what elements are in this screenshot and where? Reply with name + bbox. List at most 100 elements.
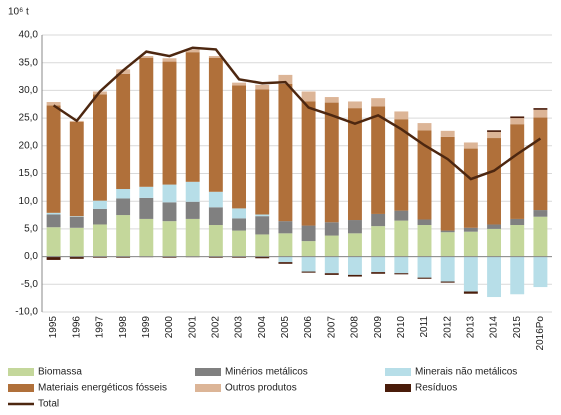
- x-tick-label: 2005: [280, 316, 291, 339]
- bar-segment: [278, 262, 293, 264]
- bar-segment: [255, 84, 270, 90]
- bar-segment: [162, 256, 177, 258]
- bar-segment: [232, 85, 246, 209]
- bar-segment: [394, 111, 409, 120]
- bar-segment: [46, 256, 61, 260]
- bar-segment: [278, 233, 293, 257]
- bar-segment: [394, 220, 409, 257]
- legend-label: Total: [38, 399, 59, 410]
- bar-segment: [69, 216, 84, 217]
- y-tick-label: 5,0: [24, 224, 38, 235]
- bar-segment: [116, 256, 131, 258]
- bar-segment: [301, 225, 316, 242]
- bar-segment: [46, 227, 61, 257]
- bar-segment: [278, 221, 293, 234]
- legend-swatch: [385, 384, 411, 392]
- x-tick-label: 2013: [466, 316, 477, 339]
- bar-segment: [278, 83, 293, 222]
- bar-segment: [93, 94, 107, 201]
- bar-segment: [324, 222, 339, 236]
- bar-segment: [463, 142, 478, 149]
- legend-swatch: [8, 384, 34, 392]
- bar-segment: [208, 207, 223, 226]
- bar-segment: [162, 202, 177, 222]
- bar-segment: [185, 49, 200, 53]
- bar-segment: [185, 52, 200, 182]
- bar-segment: [348, 274, 362, 277]
- bar-segment: [533, 256, 548, 288]
- legend-label: Minerais não metálicos: [415, 367, 517, 378]
- total-line: [52, 46, 542, 181]
- y-tick-label: 20,0: [19, 140, 39, 151]
- bar-segment: [162, 184, 177, 203]
- bar-segment: [324, 273, 339, 275]
- bar-segment: [533, 216, 548, 257]
- bar-segment: [69, 227, 84, 257]
- y-tick-label: 30,0: [19, 85, 39, 96]
- bar-segment: [510, 225, 525, 257]
- bar-segment: [324, 102, 339, 223]
- y-tick-label: 10,0: [19, 196, 39, 207]
- bar-segment: [232, 82, 246, 86]
- bar-segment: [533, 109, 548, 118]
- bar-segment: [139, 186, 154, 198]
- x-tick-label: 1997: [95, 316, 106, 339]
- bar-segment: [324, 256, 339, 274]
- bar-segment: [533, 117, 548, 211]
- bar-segment: [46, 102, 61, 106]
- bar-segment: [46, 212, 61, 215]
- bar-segment: [440, 232, 455, 257]
- bar-segment: [208, 225, 223, 257]
- bar-segment: [208, 256, 223, 258]
- y-axis-unit: 10⁶ t: [8, 7, 29, 18]
- x-tick-label: 2011: [419, 316, 430, 338]
- x-tick-label: 2016Po: [535, 316, 546, 351]
- legend-swatch: [195, 368, 221, 376]
- x-tick-label: 2012: [442, 316, 453, 339]
- x-tick-label: 2010: [396, 316, 407, 339]
- x-tick-label: 2004: [257, 316, 268, 339]
- bar-segment: [463, 227, 478, 232]
- y-tick-label: 15,0: [19, 168, 39, 179]
- bar-segment: [487, 228, 501, 257]
- bar-segment: [510, 118, 525, 125]
- legend-swatch: [385, 368, 411, 376]
- legend-label: Minérios metálicos: [225, 367, 308, 378]
- bar-segment: [371, 213, 386, 227]
- bar-segment: [93, 200, 107, 209]
- bar-segment: [232, 230, 246, 257]
- legend-label: Biomassa: [38, 367, 82, 378]
- bar-segment: [93, 256, 107, 258]
- bar-segment: [394, 119, 409, 211]
- bar-segment: [394, 210, 409, 221]
- bar-segment: [69, 256, 84, 259]
- x-tick-label: 2007: [326, 316, 337, 339]
- bar-segment: [487, 130, 501, 132]
- bar-segment: [417, 225, 432, 257]
- bar-segment: [440, 130, 455, 137]
- bar-segment: [348, 101, 362, 109]
- bar-segment: [417, 130, 432, 220]
- legend-swatch: [8, 368, 34, 376]
- bar-segment: [371, 272, 386, 274]
- bar-segment: [394, 256, 409, 274]
- bar-segment: [46, 214, 61, 228]
- bar-segment: [463, 231, 478, 257]
- x-tick-label: 1999: [141, 316, 152, 339]
- x-tick-label: 2000: [164, 316, 175, 339]
- x-tick-label: 2009: [373, 316, 384, 339]
- bar-segment: [463, 256, 478, 292]
- bar-segment: [93, 208, 107, 225]
- bar-segment: [162, 61, 177, 185]
- bar-segment: [185, 201, 200, 219]
- bar-segment: [348, 233, 362, 257]
- bar-segment: [93, 224, 107, 257]
- x-tick-label: 2014: [489, 316, 500, 339]
- bar-segment: [116, 73, 131, 190]
- y-tick-label: -10,0: [15, 307, 38, 318]
- bar-segment: [348, 220, 362, 234]
- bar-segment: [232, 208, 246, 219]
- bar-segment: [463, 291, 478, 294]
- bar-segment: [116, 189, 131, 199]
